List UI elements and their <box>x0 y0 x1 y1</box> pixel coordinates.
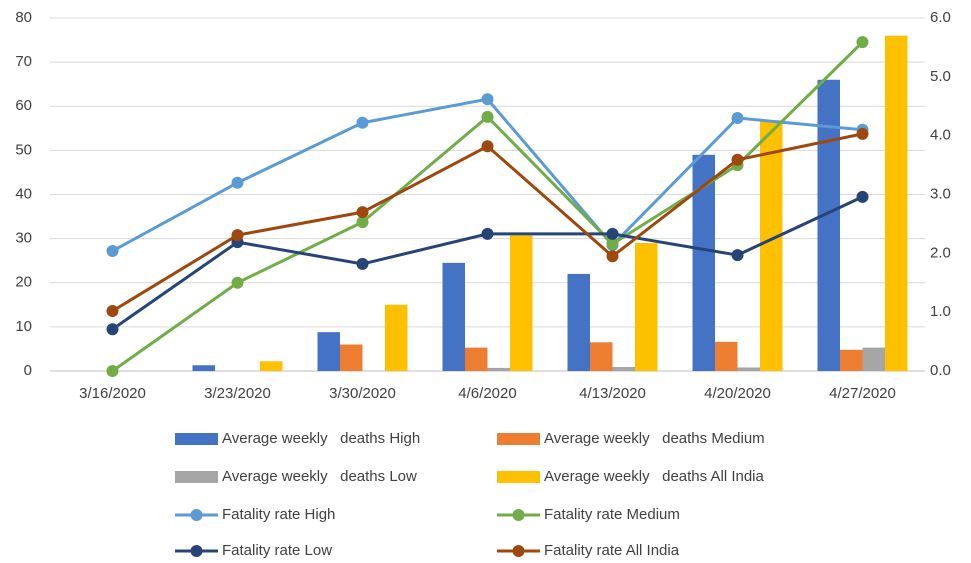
point <box>856 190 869 203</box>
x-tick-label: 4/13/2020 <box>579 385 646 402</box>
bar <box>840 349 863 371</box>
x-tick-label: 4/6/2020 <box>458 385 516 402</box>
bar <box>192 365 215 371</box>
legend-label: Fatality rate All India <box>544 542 680 559</box>
legend-swatch <box>190 509 203 521</box>
point <box>481 93 494 106</box>
x-tick-label: 3/30/2020 <box>329 385 396 402</box>
bar <box>635 243 658 371</box>
y-tick-label: 80 <box>15 9 32 26</box>
bar <box>692 154 715 371</box>
bar <box>317 332 340 371</box>
legend-label: Average weekly deaths All India <box>544 468 765 485</box>
y-tick-label: 40 <box>15 185 32 202</box>
point <box>731 112 744 125</box>
y-tick-label: 30 <box>15 230 32 247</box>
y2-tick-label: 1.0 <box>930 303 951 320</box>
bar <box>442 262 465 371</box>
point <box>856 36 869 49</box>
line <box>111 195 864 331</box>
bar <box>612 367 635 371</box>
legend-swatch <box>512 509 525 521</box>
point <box>356 216 369 229</box>
legend-swatch <box>497 471 540 483</box>
legend-swatch <box>512 545 525 557</box>
legend-swatch <box>497 433 540 445</box>
point <box>356 116 369 129</box>
point <box>731 249 744 262</box>
bar <box>510 235 533 371</box>
legend-label: Fatality rate High <box>222 506 335 523</box>
y-tick-label: 20 <box>15 274 32 291</box>
y-tick-label: 0 <box>24 362 32 379</box>
bar <box>862 347 885 371</box>
legend-label: Average weekly deaths Medium <box>544 430 765 447</box>
x-tick-label: 3/23/2020 <box>204 385 271 402</box>
bar <box>567 273 590 371</box>
y2-tick-label: 4.0 <box>930 127 951 144</box>
bar <box>817 79 840 372</box>
point <box>606 250 619 263</box>
bar <box>385 304 408 371</box>
bar <box>715 341 738 371</box>
point <box>231 229 244 242</box>
line <box>111 41 864 373</box>
y-tick-label: 70 <box>15 53 32 70</box>
point <box>106 323 119 336</box>
x-tick-label: 4/27/2020 <box>829 385 896 402</box>
bar <box>737 367 760 371</box>
x-tick-label: 4/20/2020 <box>704 385 771 402</box>
bar <box>590 342 613 371</box>
legend-label: Average weekly deaths High <box>222 430 420 447</box>
x-tick-label: 3/16/2020 <box>79 385 146 402</box>
bar <box>340 344 363 371</box>
point <box>856 127 869 140</box>
y-tick-label: 60 <box>15 97 32 114</box>
point <box>606 227 619 240</box>
y2-tick-label: 3.0 <box>930 185 951 202</box>
y2-tick-label: 5.0 <box>930 68 951 85</box>
point <box>731 153 744 166</box>
bar <box>885 35 908 372</box>
legend-label: Fatality rate Medium <box>544 506 680 523</box>
point <box>106 304 119 317</box>
point <box>356 206 369 219</box>
y2-tick-label: 2.0 <box>930 244 951 261</box>
bar <box>260 361 283 371</box>
legend-swatch <box>175 433 218 445</box>
point <box>231 276 244 289</box>
point <box>481 140 494 153</box>
point <box>106 365 119 377</box>
legend-label: Average weekly deaths Low <box>222 468 417 485</box>
bar <box>487 367 510 371</box>
line <box>111 132 863 313</box>
point <box>356 257 369 270</box>
y2-tick-label: 0.0 <box>930 362 951 379</box>
point <box>481 227 494 240</box>
bar <box>760 120 783 372</box>
point <box>481 110 494 123</box>
point <box>231 176 244 189</box>
legend-swatch <box>190 545 203 557</box>
bar <box>465 347 488 371</box>
y-tick-label: 10 <box>15 318 32 335</box>
legend-label: Fatality rate Low <box>222 542 332 559</box>
point <box>606 237 619 250</box>
legend-swatch <box>175 471 218 483</box>
point <box>106 244 119 257</box>
y-tick-label: 50 <box>15 141 32 158</box>
y2-tick-label: 6.0 <box>930 9 951 26</box>
